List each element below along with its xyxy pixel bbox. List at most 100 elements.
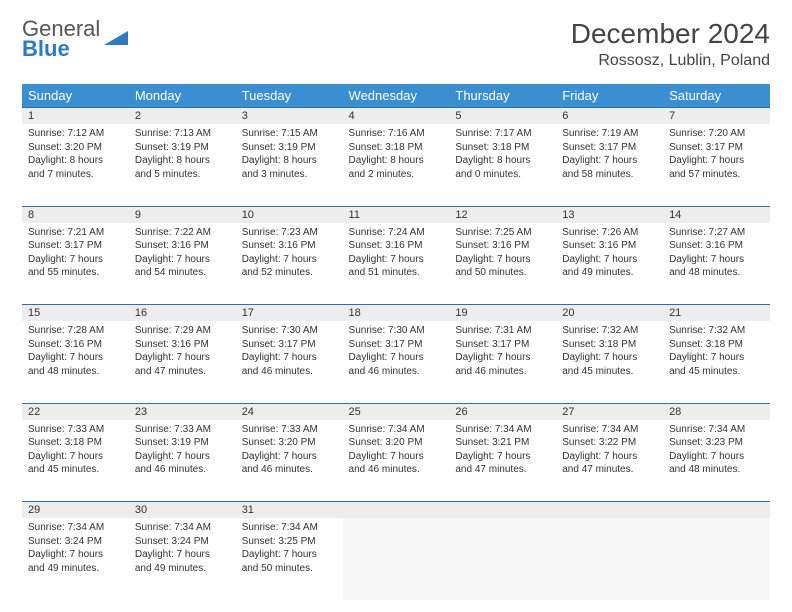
day-number-row: 293031 (22, 502, 770, 519)
day-header: Wednesday (343, 84, 450, 108)
day-number-row: 891011121314 (22, 206, 770, 223)
day-number-cell: 6 (556, 108, 663, 125)
day-content-row: Sunrise: 7:12 AMSunset: 3:20 PMDaylight:… (22, 124, 770, 206)
day-number-cell: 9 (129, 206, 236, 223)
day-number-cell: 30 (129, 502, 236, 519)
day-content: Sunrise: 7:34 AMSunset: 3:22 PMDaylight:… (556, 420, 663, 483)
day-cell: Sunrise: 7:30 AMSunset: 3:17 PMDaylight:… (343, 321, 450, 403)
day-content: Sunrise: 7:15 AMSunset: 3:19 PMDaylight:… (236, 124, 343, 187)
day-content-row: Sunrise: 7:33 AMSunset: 3:18 PMDaylight:… (22, 420, 770, 502)
day-header: Monday (129, 84, 236, 108)
day-header: Saturday (663, 84, 770, 108)
day-content: Sunrise: 7:34 AMSunset: 3:23 PMDaylight:… (663, 420, 770, 483)
day-number-cell: 13 (556, 206, 663, 223)
day-number-cell: 27 (556, 403, 663, 420)
day-content: Sunrise: 7:34 AMSunset: 3:25 PMDaylight:… (236, 518, 343, 581)
day-content: Sunrise: 7:26 AMSunset: 3:16 PMDaylight:… (556, 223, 663, 286)
day-content: Sunrise: 7:34 AMSunset: 3:24 PMDaylight:… (129, 518, 236, 581)
day-number-cell: 24 (236, 403, 343, 420)
month-title: December 2024 (571, 18, 770, 50)
day-content: Sunrise: 7:16 AMSunset: 3:18 PMDaylight:… (343, 124, 450, 187)
day-number-cell (663, 502, 770, 519)
day-content: Sunrise: 7:24 AMSunset: 3:16 PMDaylight:… (343, 223, 450, 286)
day-number-cell: 15 (22, 305, 129, 322)
day-cell: Sunrise: 7:13 AMSunset: 3:19 PMDaylight:… (129, 124, 236, 206)
day-cell: Sunrise: 7:34 AMSunset: 3:22 PMDaylight:… (556, 420, 663, 502)
day-number-row: 22232425262728 (22, 403, 770, 420)
day-header: Tuesday (236, 84, 343, 108)
day-number-cell: 8 (22, 206, 129, 223)
day-cell: Sunrise: 7:31 AMSunset: 3:17 PMDaylight:… (449, 321, 556, 403)
day-number-cell: 31 (236, 502, 343, 519)
day-content: Sunrise: 7:17 AMSunset: 3:18 PMDaylight:… (449, 124, 556, 187)
day-number-cell (343, 502, 450, 519)
day-content: Sunrise: 7:12 AMSunset: 3:20 PMDaylight:… (22, 124, 129, 187)
day-content-row: Sunrise: 7:21 AMSunset: 3:17 PMDaylight:… (22, 223, 770, 305)
day-number-cell: 26 (449, 403, 556, 420)
day-content: Sunrise: 7:33 AMSunset: 3:20 PMDaylight:… (236, 420, 343, 483)
day-cell: Sunrise: 7:25 AMSunset: 3:16 PMDaylight:… (449, 223, 556, 305)
day-cell: Sunrise: 7:17 AMSunset: 3:18 PMDaylight:… (449, 124, 556, 206)
day-content: Sunrise: 7:34 AMSunset: 3:21 PMDaylight:… (449, 420, 556, 483)
day-number-cell: 14 (663, 206, 770, 223)
day-content: Sunrise: 7:30 AMSunset: 3:17 PMDaylight:… (236, 321, 343, 384)
day-content: Sunrise: 7:28 AMSunset: 3:16 PMDaylight:… (22, 321, 129, 384)
day-number-cell (556, 502, 663, 519)
page-header: General Blue December 2024 Rossosz, Lubl… (22, 18, 770, 70)
day-number-cell: 19 (449, 305, 556, 322)
day-number-cell: 29 (22, 502, 129, 519)
day-header-row: SundayMondayTuesdayWednesdayThursdayFrid… (22, 84, 770, 108)
day-number-cell: 28 (663, 403, 770, 420)
day-number-cell: 4 (343, 108, 450, 125)
day-cell: Sunrise: 7:16 AMSunset: 3:18 PMDaylight:… (343, 124, 450, 206)
day-content: Sunrise: 7:21 AMSunset: 3:17 PMDaylight:… (22, 223, 129, 286)
logo-text-blue: Blue (22, 38, 100, 60)
day-cell: Sunrise: 7:34 AMSunset: 3:24 PMDaylight:… (129, 518, 236, 600)
day-number-cell: 1 (22, 108, 129, 125)
day-cell: Sunrise: 7:34 AMSunset: 3:20 PMDaylight:… (343, 420, 450, 502)
logo-triangle-icon (104, 27, 128, 52)
day-number-cell: 11 (343, 206, 450, 223)
day-cell: Sunrise: 7:33 AMSunset: 3:20 PMDaylight:… (236, 420, 343, 502)
day-content: Sunrise: 7:22 AMSunset: 3:16 PMDaylight:… (129, 223, 236, 286)
day-number-cell: 23 (129, 403, 236, 420)
day-content: Sunrise: 7:34 AMSunset: 3:20 PMDaylight:… (343, 420, 450, 483)
day-number-cell: 16 (129, 305, 236, 322)
day-cell: Sunrise: 7:33 AMSunset: 3:19 PMDaylight:… (129, 420, 236, 502)
day-number-row: 15161718192021 (22, 305, 770, 322)
day-cell: Sunrise: 7:26 AMSunset: 3:16 PMDaylight:… (556, 223, 663, 305)
day-number-cell: 3 (236, 108, 343, 125)
day-header: Sunday (22, 84, 129, 108)
day-cell: Sunrise: 7:22 AMSunset: 3:16 PMDaylight:… (129, 223, 236, 305)
day-cell: Sunrise: 7:34 AMSunset: 3:24 PMDaylight:… (22, 518, 129, 600)
day-cell: Sunrise: 7:20 AMSunset: 3:17 PMDaylight:… (663, 124, 770, 206)
day-content: Sunrise: 7:32 AMSunset: 3:18 PMDaylight:… (556, 321, 663, 384)
day-cell: Sunrise: 7:19 AMSunset: 3:17 PMDaylight:… (556, 124, 663, 206)
day-cell: Sunrise: 7:23 AMSunset: 3:16 PMDaylight:… (236, 223, 343, 305)
day-number-cell: 7 (663, 108, 770, 125)
day-cell: Sunrise: 7:24 AMSunset: 3:16 PMDaylight:… (343, 223, 450, 305)
day-cell: Sunrise: 7:28 AMSunset: 3:16 PMDaylight:… (22, 321, 129, 403)
day-cell: Sunrise: 7:33 AMSunset: 3:18 PMDaylight:… (22, 420, 129, 502)
day-content: Sunrise: 7:30 AMSunset: 3:17 PMDaylight:… (343, 321, 450, 384)
day-content-row: Sunrise: 7:28 AMSunset: 3:16 PMDaylight:… (22, 321, 770, 403)
day-content: Sunrise: 7:29 AMSunset: 3:16 PMDaylight:… (129, 321, 236, 384)
day-cell: Sunrise: 7:12 AMSunset: 3:20 PMDaylight:… (22, 124, 129, 206)
day-content: Sunrise: 7:33 AMSunset: 3:19 PMDaylight:… (129, 420, 236, 483)
day-number-cell: 17 (236, 305, 343, 322)
day-cell (343, 518, 450, 600)
day-cell (663, 518, 770, 600)
day-number-cell: 21 (663, 305, 770, 322)
day-cell: Sunrise: 7:30 AMSunset: 3:17 PMDaylight:… (236, 321, 343, 403)
logo: General Blue (22, 18, 128, 60)
day-number-row: 1234567 (22, 108, 770, 125)
day-cell: Sunrise: 7:15 AMSunset: 3:19 PMDaylight:… (236, 124, 343, 206)
day-header: Thursday (449, 84, 556, 108)
day-number-cell: 10 (236, 206, 343, 223)
day-number-cell: 12 (449, 206, 556, 223)
day-content: Sunrise: 7:19 AMSunset: 3:17 PMDaylight:… (556, 124, 663, 187)
day-content: Sunrise: 7:23 AMSunset: 3:16 PMDaylight:… (236, 223, 343, 286)
day-content: Sunrise: 7:20 AMSunset: 3:17 PMDaylight:… (663, 124, 770, 187)
location: Rossosz, Lublin, Poland (571, 52, 770, 70)
day-number-cell: 25 (343, 403, 450, 420)
